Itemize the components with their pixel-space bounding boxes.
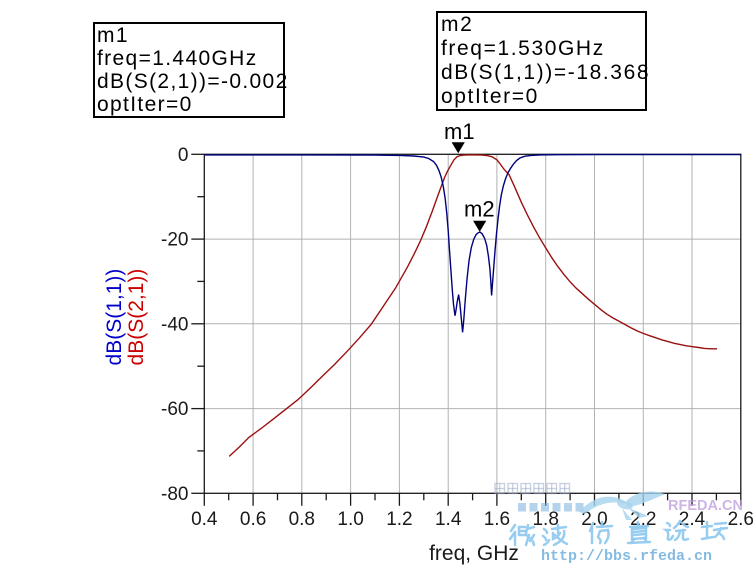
svg-text:1.4: 1.4	[435, 509, 462, 530]
svg-text:dB(S(2,1)): dB(S(2,1))	[125, 269, 148, 366]
svg-text:1.8: 1.8	[532, 509, 558, 530]
svg-text:1.0: 1.0	[337, 509, 363, 530]
svg-text:1.6: 1.6	[484, 509, 510, 530]
svg-text:freq, GHz: freq, GHz	[429, 542, 519, 565]
svg-text:dB(S(1,1)): dB(S(1,1))	[103, 269, 126, 366]
svg-text:0.6: 0.6	[240, 509, 266, 530]
svg-text:0.8: 0.8	[289, 509, 315, 530]
svg-text:-40: -40	[161, 314, 188, 335]
svg-text:m1: m1	[444, 119, 475, 144]
svg-text:m2: m2	[464, 197, 495, 222]
svg-text:-20: -20	[161, 230, 188, 251]
svg-text:2.6: 2.6	[728, 509, 754, 530]
svg-text:1.2: 1.2	[386, 509, 412, 530]
svg-text:-80: -80	[161, 484, 188, 505]
svg-text:http://bbs.rfeda.cn: http://bbs.rfeda.cn	[541, 548, 712, 565]
svg-text:0: 0	[178, 145, 189, 166]
svg-text:0.4: 0.4	[191, 509, 218, 530]
svg-text:-60: -60	[161, 399, 188, 420]
svg-text:RFEDA.CN: RFEDA.CN	[668, 498, 743, 514]
